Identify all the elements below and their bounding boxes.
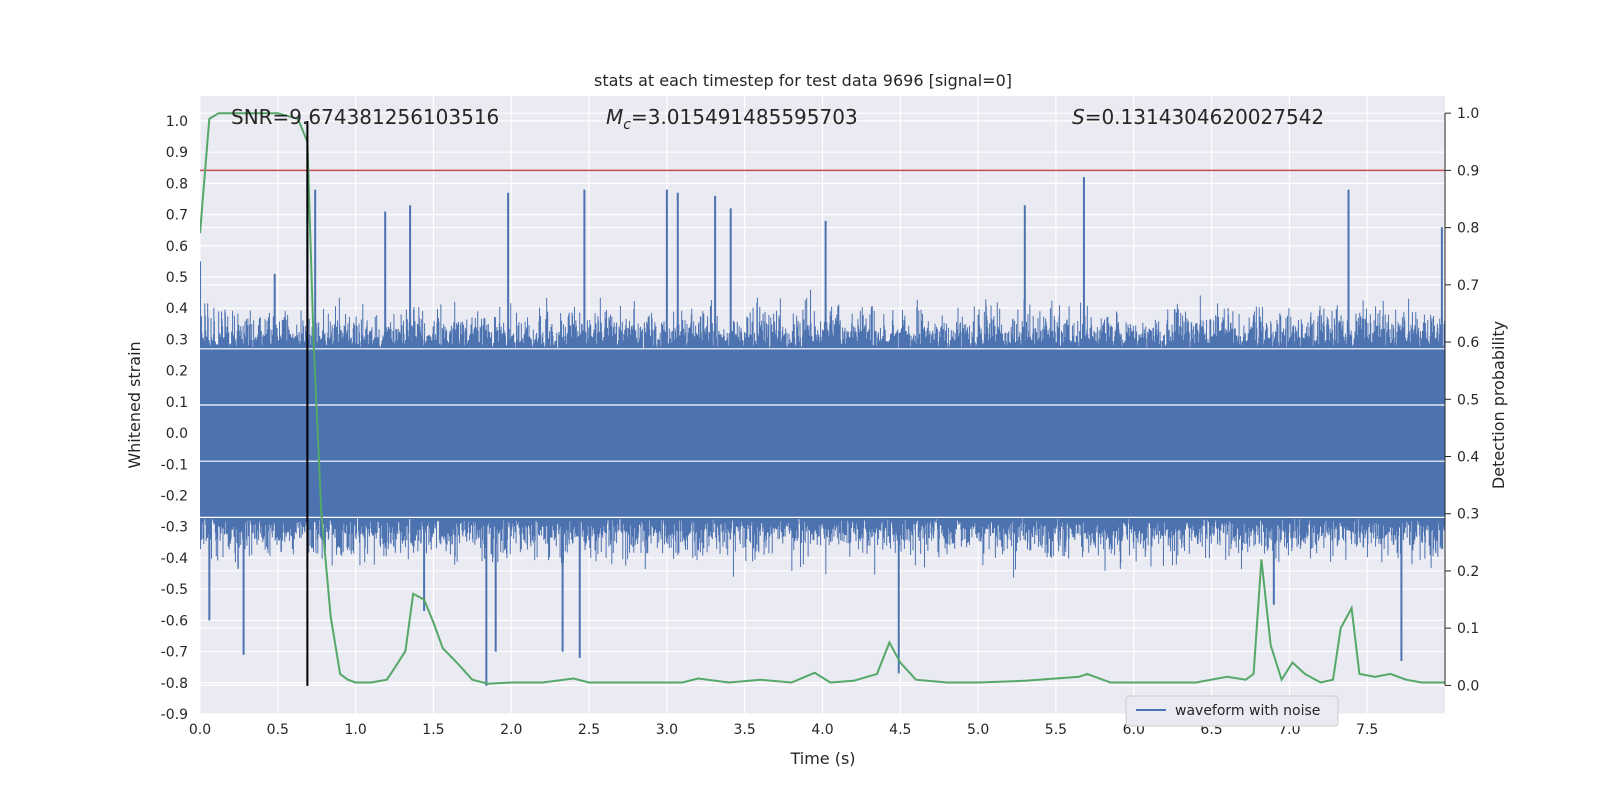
- y-right-tick-label: 0.3: [1457, 507, 1479, 523]
- y-right-tick-label: 0.2: [1457, 564, 1479, 580]
- y-left-tick-label: -0.3: [161, 520, 188, 536]
- y-left-tick-label: 0.5: [166, 270, 188, 286]
- y-left-axis-ticks: 1.0 0.9 0.8 0.7 0.6 0.5 0.4 0.3 0.2 0.1 0.0 -0.1 -0.…: [161, 114, 188, 723]
- x-tick-label: 3.0: [656, 722, 678, 738]
- y-right-tick-label: 0.0: [1457, 678, 1479, 694]
- x-tick-label: 1.0: [344, 722, 366, 738]
- x-tick-label: 5.0: [967, 722, 989, 738]
- waveform-with-noise: [200, 289, 1445, 578]
- y-right-tick-label: 0.6: [1457, 335, 1479, 351]
- y-right-axis-label: Detection probability: [1489, 321, 1508, 489]
- chirp-mass-annotation: Mc=3.015491485595703: [606, 105, 858, 133]
- x-tick-label: 3.5: [734, 722, 756, 738]
- detection-probability-line: [200, 112, 1445, 685]
- y-left-tick-label: -0.9: [161, 707, 188, 723]
- x-tick-label: 4.0: [811, 722, 833, 738]
- y-left-tick-label: 0.0: [166, 426, 188, 442]
- x-axis-ticks: 0.0 0.5 1.0 1.5 2.0 2.5 3.0 3.5 4.0 4.5 5.0 5.5 6.0 6…: [189, 722, 1378, 738]
- y-left-tick-label: 0.8: [166, 176, 188, 192]
- x-tick-label: 2.0: [500, 722, 522, 738]
- y-left-tick-label: 0.9: [166, 145, 188, 161]
- y-left-tick-label: -0.1: [161, 457, 188, 473]
- y-left-tick-label: -0.2: [161, 489, 188, 505]
- y-left-tick-label: -0.4: [161, 551, 188, 567]
- chart-title: stats at each timestep for test data 969…: [594, 71, 1012, 90]
- legend-label: waveform with noise: [1175, 703, 1320, 719]
- x-tick-label: 5.5: [1045, 722, 1067, 738]
- y-left-tick-label: -0.5: [161, 582, 188, 598]
- y-right-tick-label: 0.5: [1457, 392, 1479, 408]
- legend-box: [1125, 695, 1339, 727]
- x-tick-label: 0.0: [189, 722, 211, 738]
- y-right-tick-label: 0.1: [1457, 621, 1479, 637]
- y-left-tick-label: -0.6: [161, 613, 188, 629]
- y-left-axis-label: Whitened strain: [125, 341, 144, 468]
- y-right-tick-label: 0.9: [1457, 163, 1479, 179]
- y-left-tick-label: 0.1: [166, 395, 188, 411]
- y-left-tick-label: -0.8: [161, 676, 188, 692]
- legend: waveform with noise: [1125, 695, 1339, 727]
- y-left-tick-label: 0.7: [166, 208, 188, 224]
- y-left-tick-label: 0.2: [166, 364, 188, 380]
- y-left-tick-label: 0.4: [166, 301, 188, 317]
- y-right-axis-ticks: 1.0 0.9 0.8 0.7 0.6 0.5 0.4 0.3 0.2 0.1 0.0: [1444, 106, 1479, 694]
- s-annotation: S=0.1314304620027542: [1072, 105, 1324, 129]
- y-right-tick-label: 1.0: [1457, 106, 1479, 122]
- y-right-tick-label: 0.7: [1457, 278, 1479, 294]
- y-left-tick-label: 1.0: [166, 114, 188, 130]
- x-tick-label: 4.5: [889, 722, 911, 738]
- y-right-tick-label: 0.4: [1457, 450, 1479, 466]
- y-right-tick-label: 0.8: [1457, 221, 1479, 237]
- x-tick-label: 1.5: [422, 722, 444, 738]
- x-tick-label: 7.5: [1356, 722, 1378, 738]
- x-tick-label: 0.5: [267, 722, 289, 738]
- y-left-tick-label: -0.7: [161, 645, 188, 661]
- x-axis-label: Time (s): [789, 749, 855, 768]
- y-left-tick-label: 0.3: [166, 332, 188, 348]
- x-tick-label: 2.5: [578, 722, 600, 738]
- y-left-tick-label: 0.6: [166, 239, 188, 255]
- plot-contents: [200, 112, 1445, 686]
- snr-annotation: SNR=9.674381256103516: [231, 105, 499, 129]
